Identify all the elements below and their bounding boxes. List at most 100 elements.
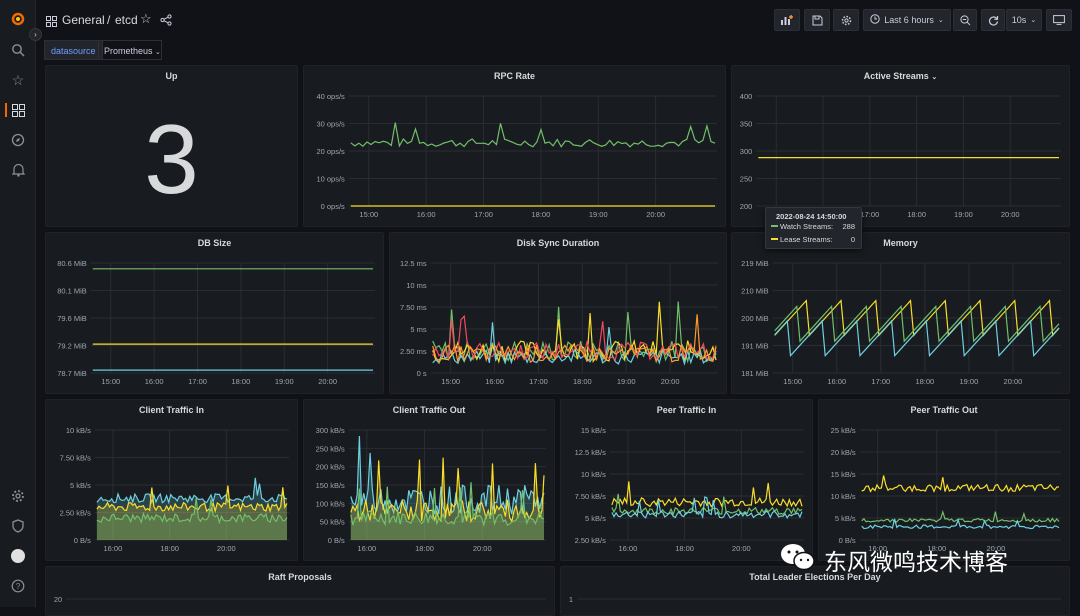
breadcrumb-dashboard[interactable]: etcd [115,13,138,27]
search-icon[interactable] [9,41,27,59]
breadcrumb-separator: / [107,13,111,27]
x-tick-label: 16:00 [619,544,638,553]
y-tick-label: 200 [740,202,753,211]
top-navbar: General / etcd ☆ Last 6 hours ⌄ 10s ⌄ [36,0,1080,40]
x-tick-label: 19:00 [960,377,979,386]
x-tick-label: 19:00 [275,377,294,386]
panel-title: Up [165,71,178,81]
y-tick-label: 0 ops/s [321,202,345,211]
client-traffic-out-chart: 300 kB/s 250 kB/s 200 kB/s 150 kB/s 100 kB/s… [316,426,546,553]
tv-mode-button[interactable] [1046,9,1072,31]
tooltip-row-value: 288 [842,222,855,231]
tooltip-row-value: 0 [850,235,855,244]
panel-peer-traffic-in[interactable]: Peer Traffic In 15 kB/s 12.5 kB/s 10 kB/s 7… [560,399,813,561]
expand-sidebar-button[interactable]: › [29,28,42,41]
tooltip-row-label: Lease Streams: [780,235,833,244]
server-admin-shield-icon[interactable] [9,517,27,535]
series-line [96,485,288,514]
panel-up[interactable]: Up 3 [45,65,298,227]
panel-client-traffic-in[interactable]: Client Traffic In 10 kB/s 7.50 kB/s 5 kB/s… [45,399,298,561]
x-tick-label: 19:00 [589,210,608,219]
panel-peer-traffic-out[interactable]: Peer Traffic Out 25 kB/s 20 kB/s 15 kB/s 10… [818,399,1070,561]
series-line [861,510,1060,523]
raft-proposals-chart: 20 [54,595,546,604]
zoom-out-button[interactable] [953,9,977,31]
y-tick-label: 200 kB/s [316,463,345,472]
mark-favorite-star-icon[interactable]: ☆ [140,11,152,26]
datasource-select[interactable]: Prometheus ⌄ [98,40,162,60]
x-tick-label: 19:00 [617,377,636,386]
x-tick-label: 18:00 [415,544,434,553]
y-tick-label: 5 kB/s [585,514,606,523]
y-tick-label: 250 kB/s [316,444,345,453]
x-tick-label: 16:00 [104,544,123,553]
starred-icon[interactable]: ☆ [11,71,25,88]
panel-raft-proposals[interactable]: Raft Proposals 20 [45,566,555,616]
y-tick-label: 10 ms [406,281,427,290]
alerting-bell-icon[interactable] [9,161,27,179]
x-tick-label: 16:00 [827,377,846,386]
user-avatar[interactable] [9,547,27,565]
y-tick-label: 30 ops/s [316,120,345,129]
panel-rpc-rate[interactable]: RPC Rate 40 ops/s 30 ops/s 20 ops/s 10 ops/… [303,65,726,227]
x-tick-label: 20:00 [661,377,680,386]
panel-disk-sync-duration[interactable]: Disk Sync Duration 12.5 ms 10 ms 7.50 ms 5 … [389,232,727,394]
explore-icon[interactable] [9,131,27,149]
time-range-picker[interactable]: Last 6 hours ⌄ [863,9,951,31]
grafana-logo-icon[interactable] [9,10,27,28]
chevron-down-icon: ⌄ [1030,17,1037,24]
y-tick-label: 1 [569,595,573,604]
rpc-rate-chart: 40 ops/s 30 ops/s 20 ops/s 10 ops/s 0 ops/s 1… [316,92,717,219]
panel-title: Total Leader Elections Per Day [749,572,881,582]
y-tick-label: 7.50 kB/s [60,454,92,463]
y-tick-label: 200 MiB [741,314,769,323]
help-icon[interactable]: ? [9,577,27,595]
x-tick-label: 18:00 [675,544,694,553]
y-tick-label: 10 kB/s [581,470,606,479]
series-line [432,322,717,366]
chevron-down-icon: ⌄ [931,74,938,81]
stat-value: 3 [144,104,199,214]
refresh-button[interactable] [981,9,1005,31]
panel-memory[interactable]: Memory 219 MiB 210 MiB 200 MiB 191 MiB 181 M… [731,232,1070,394]
share-icon[interactable] [160,13,172,31]
variable-label: datasource [44,40,103,60]
svg-text:?: ? [16,582,21,591]
panel-title: Disk Sync Duration [516,238,600,248]
dashboards-icon[interactable] [9,101,27,119]
add-panel-button[interactable] [774,9,800,31]
chevron-down-icon: ⌄ [937,17,944,24]
y-tick-label: 181 MiB [741,369,769,378]
x-tick-label: 17:00 [860,210,879,219]
dashboard-settings-button[interactable] [833,9,859,31]
series-line [350,435,545,515]
x-tick-label: 16:00 [145,377,164,386]
refresh-interval-picker[interactable]: 10s ⌄ [1006,9,1042,31]
y-tick-label: 50 kB/s [320,518,345,527]
y-tick-label: 0 B/s [328,536,345,545]
chevron-down-icon: ⌄ [155,49,161,56]
y-tick-label: 7.50 kB/s [575,492,607,501]
tooltip-series-swatch [771,225,778,227]
x-tick-label: 20:00 [1001,210,1020,219]
series-line [774,304,1060,343]
series-area [350,436,544,540]
graph-tooltip: 2022-08-24 14:50:00 Watch Streams: 288 L… [765,207,862,249]
save-dashboard-button[interactable] [804,9,830,31]
x-tick-label: 18:00 [160,544,179,553]
y-tick-label: 15 kB/s [581,426,606,435]
y-tick-label: 250 [740,175,753,184]
y-tick-label: 20 kB/s [831,448,856,457]
x-tick-label: 15:00 [441,377,460,386]
active-indicator [5,103,7,117]
configuration-gear-icon[interactable] [9,487,27,505]
breadcrumb-folder[interactable]: General [62,13,105,27]
active-streams-chart: 40035030025020015:0016:0017:0018:0019:00… [740,92,1061,219]
panel-title: Active Streams ⌄ [732,66,1069,86]
tooltip-series-swatch [771,238,778,240]
peer-traffic-out-chart: 25 kB/s 20 kB/s 15 kB/s 10 kB/s 5 kB/s 0 B/s 1… [831,426,1061,553]
panel-db-size[interactable]: DB Size 80.6 MiB 80.1 MiB 79.6 MiB 79.2 MiB… [45,232,384,394]
panel-client-traffic-out[interactable]: Client Traffic Out 300 kB/s 250 kB/s 200 k… [303,399,555,561]
panel-active-streams[interactable]: Active Streams ⌄ 40035030025020015:0016:… [731,65,1070,227]
x-tick-label: 16:00 [868,544,887,553]
